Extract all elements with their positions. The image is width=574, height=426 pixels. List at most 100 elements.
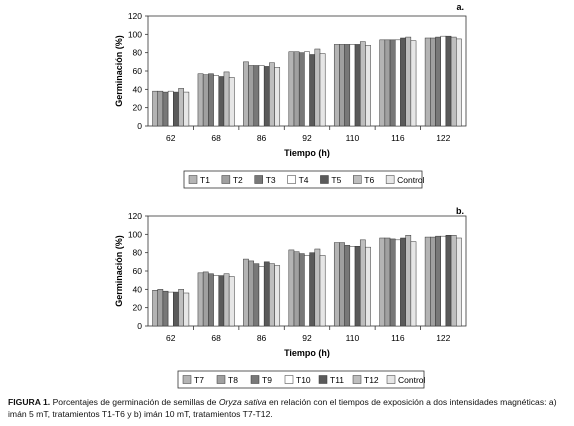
chart-b-bar-t9-122: [435, 235, 441, 327]
chart-b-bar-t11-92: [309, 252, 316, 327]
chart-a-bar-t5-68: [218, 76, 225, 127]
chart-a-legend-swatch-control: [385, 175, 395, 184]
chart-b-bar-control-62: [183, 292, 190, 327]
chart-b-bar-control-122: [456, 237, 462, 327]
chart-b-ytick-label: 120: [128, 211, 142, 221]
chart-b-bar-t12-62: [178, 289, 184, 327]
chart-b-legend-label-t10: T10: [296, 375, 311, 385]
chart-b-bar-control-110: [365, 246, 371, 327]
chart-b-ytick-label: 20: [133, 303, 143, 313]
chart-a-bar-t6-116: [405, 36, 412, 127]
chart-b-bar-t7-110: [333, 242, 340, 327]
chart-a-legend-box: [183, 170, 423, 189]
chart-a-legend-swatch-t1: [188, 175, 198, 184]
chart-b-ytick-label: 100: [128, 229, 142, 239]
chart-a-bar-t4-122: [440, 35, 447, 127]
chart-b-legend-label-t8: T8: [228, 375, 238, 385]
chart-b-x-axis-label: Tiempo (h): [284, 348, 330, 358]
chart-a-bar-t5-86: [263, 66, 270, 127]
chart-b-bar-control-92: [319, 255, 326, 327]
chart-a-bar-t1-62: [152, 90, 158, 127]
chart-b-legend-label-control: Control: [398, 375, 426, 385]
chart-b-legend-swatch-control: [386, 375, 396, 384]
chart-b-bar-t9-62: [162, 290, 169, 327]
chart-a-ytick-label: 0: [137, 121, 142, 131]
chart-b-legend-swatch-t8: [216, 375, 226, 384]
chart-a-legend-label-t3: T3: [266, 175, 276, 185]
chart-a-bar-t5-122: [445, 35, 452, 127]
chart-a-bar-control-92: [319, 53, 326, 127]
chart-b-legend-swatch-t12: [352, 375, 362, 384]
chart-b-xtick-label: 122: [436, 333, 450, 343]
chart-b-bar-t10-86: [258, 266, 265, 327]
chart-a-ytick-label: 20: [133, 103, 143, 113]
chart-a-legend-swatch-t5: [320, 175, 329, 184]
chart-b-legend-label-t12: T12: [364, 375, 379, 385]
chart-a-legend-swatch-t4: [287, 175, 296, 184]
chart-a-bar-control-122: [456, 38, 462, 127]
chart-a-bar-t3-116: [389, 39, 396, 127]
chart-b-bar-t10-116: [395, 239, 401, 327]
chart-b-y-axis-label: Germinación (%): [114, 235, 124, 307]
chart-b-bar-t7-116: [379, 237, 386, 327]
chart-b-legend-label-t11: T11: [330, 375, 344, 385]
chart-a-bar-t6-68: [223, 71, 230, 127]
chart-a-bar-t2-122: [430, 37, 436, 127]
chart-b-bar-t11-110: [354, 246, 361, 327]
chart-b-ytick-label: 60: [133, 266, 143, 276]
chart-a-bar-t6-110: [359, 41, 366, 127]
chart-b-bar-t8-122: [430, 236, 436, 327]
chart-b-bar-t11-116: [400, 237, 406, 327]
chart-b-bar-t9-68: [208, 273, 214, 327]
chart-a-ytick-label: 80: [133, 48, 143, 58]
chart-b-bar-t8-86: [248, 260, 255, 327]
chart-a-ytick-label: 100: [128, 29, 142, 39]
chart-b-bar-t11-86: [263, 261, 270, 327]
chart-b-ytick-label: 40: [133, 284, 143, 294]
chart-b-legend-box: [177, 370, 425, 389]
chart-b-legend-swatch-t9: [250, 375, 260, 384]
chart-a-bar-t6-92: [314, 48, 321, 127]
chart-a-x-axis-label: Tiempo (h): [284, 148, 330, 158]
chart-b-xtick-label: 92: [302, 333, 312, 343]
caption-label: FIGURA 1.: [8, 397, 51, 407]
chart-a-legend-label-t6: T6: [364, 175, 374, 185]
chart-a-bar-t5-62: [173, 91, 179, 127]
chart-a-bar-t4-116: [395, 39, 401, 127]
chart-b-bar-t11-62: [173, 291, 179, 327]
chart-a-xtick-label: 86: [257, 133, 267, 143]
chart-b-legend-label-t7: T7: [194, 375, 204, 385]
chart-a-bar-t2-116: [384, 39, 391, 127]
chart-a-bar-t1-110: [333, 44, 340, 127]
chart-b-ytick-label: 80: [133, 248, 143, 258]
chart-a-bar-t5-92: [309, 54, 316, 127]
chart-b-bar-t9-86: [253, 263, 260, 327]
chart-b-legend-swatch-t7: [182, 375, 192, 384]
chart-a-legend-swatch-t3: [254, 175, 263, 184]
chart-a-xtick-label: 116: [391, 133, 405, 143]
chart-a-bar-t6-86: [269, 62, 275, 127]
chart-b-bar-t10-68: [213, 275, 219, 327]
chart-b-bar-control-116: [410, 241, 417, 327]
chart-a-bar-control-86: [274, 67, 281, 127]
chart-b-bar-t12-122: [450, 235, 457, 327]
chart-b-bar-t7-92: [288, 249, 295, 327]
chart-a-bar-t5-110: [354, 44, 361, 127]
caption-text-before: Porcentajes de germinación de semillas d…: [50, 397, 219, 407]
chart-b-bar-t8-116: [384, 237, 391, 327]
chart-a-bar-t2-68: [202, 74, 209, 127]
chart-b-bar-control-68: [228, 276, 235, 327]
chart-a-bar-t1-68: [197, 73, 204, 127]
caption-text-after: en relación con el tiempos de exposición…: [8, 397, 557, 419]
chart-b-bar-t12-110: [359, 239, 366, 327]
chart-a-bar-t4-110: [349, 44, 356, 127]
chart-a-bar-t1-116: [379, 39, 386, 127]
chart-a-bar-t4-92: [304, 51, 310, 127]
chart-a-bar-t3-68: [208, 73, 214, 127]
chart-b-bar-t8-68: [202, 271, 209, 327]
chart-a-panel-label: a.: [456, 2, 464, 12]
chart-a-legend-label-t2: T2: [233, 175, 243, 185]
chart-a-xtick-label: 68: [211, 133, 221, 143]
chart-b-bar-t12-68: [223, 273, 230, 327]
chart-a-bar-control-68: [228, 77, 235, 127]
